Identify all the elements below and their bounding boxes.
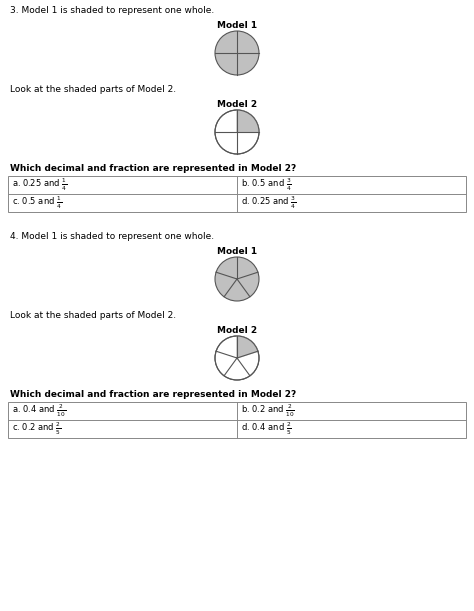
Text: Which decimal and fraction are represented in Model 2?: Which decimal and fraction are represent… — [10, 390, 296, 399]
Text: d. 0.25 and $\frac{3}{4}$: d. 0.25 and $\frac{3}{4}$ — [241, 195, 297, 211]
Text: Model 1: Model 1 — [217, 247, 257, 256]
Circle shape — [215, 110, 259, 154]
Text: c. 0.5 and $\frac{1}{4}$: c. 0.5 and $\frac{1}{4}$ — [12, 195, 62, 211]
Polygon shape — [237, 336, 258, 358]
Text: Model 2: Model 2 — [217, 100, 257, 109]
Polygon shape — [237, 110, 259, 132]
Text: Look at the shaded parts of Model 2.: Look at the shaded parts of Model 2. — [10, 311, 176, 320]
Text: 4. Model 1 is shaded to represent one whole.: 4. Model 1 is shaded to represent one wh… — [10, 232, 214, 241]
Text: a. 0.4 and $\frac{2}{10}$: a. 0.4 and $\frac{2}{10}$ — [12, 403, 66, 419]
Circle shape — [215, 257, 259, 301]
Text: 3. Model 1 is shaded to represent one whole.: 3. Model 1 is shaded to represent one wh… — [10, 6, 214, 15]
Circle shape — [215, 336, 259, 380]
Text: c. 0.2 and $\frac{2}{5}$: c. 0.2 and $\frac{2}{5}$ — [12, 421, 62, 437]
Bar — [8, 402, 466, 438]
Text: a. 0.25 and $\frac{1}{4}$: a. 0.25 and $\frac{1}{4}$ — [12, 177, 67, 193]
Text: Look at the shaded parts of Model 2.: Look at the shaded parts of Model 2. — [10, 85, 176, 94]
Text: Which decimal and fraction are represented in Model 2?: Which decimal and fraction are represent… — [10, 164, 296, 173]
Text: Model 1: Model 1 — [217, 21, 257, 30]
Text: b. 0.5 and $\frac{3}{4}$: b. 0.5 and $\frac{3}{4}$ — [241, 177, 292, 193]
Text: b. 0.2 and $\frac{2}{10}$: b. 0.2 and $\frac{2}{10}$ — [241, 403, 295, 419]
Text: d. 0.4 and $\frac{2}{5}$: d. 0.4 and $\frac{2}{5}$ — [241, 421, 292, 437]
Text: Model 2: Model 2 — [217, 326, 257, 335]
Circle shape — [215, 31, 259, 75]
Bar — [8, 176, 466, 212]
